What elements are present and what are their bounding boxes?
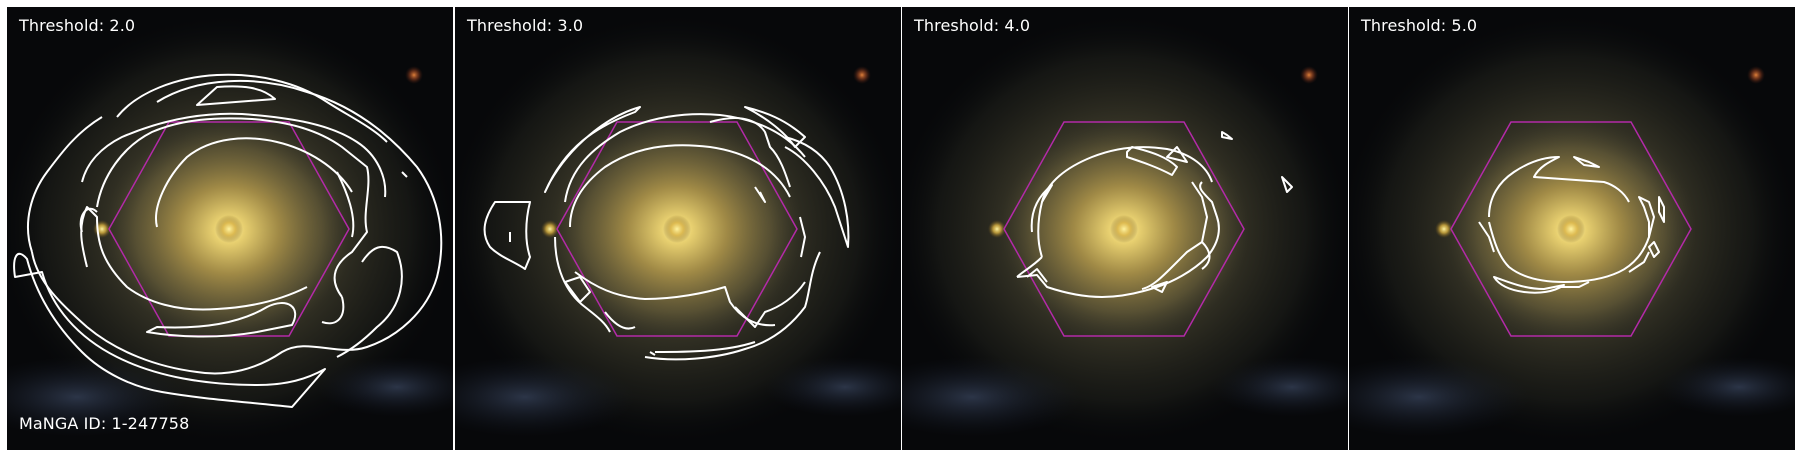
- panel-threshold-3: Threshold: 3.0: [455, 7, 901, 450]
- hexagon-footprint: [108, 121, 350, 337]
- hexagon-footprint: [556, 121, 798, 337]
- contour-lines: [1478, 156, 1665, 294]
- threshold-label: Threshold: 5.0: [1361, 16, 1478, 35]
- threshold-label: Threshold: 4.0: [914, 16, 1031, 35]
- contour-lines: [1016, 131, 1293, 298]
- galaxy-image: [455, 7, 901, 450]
- panel-threshold-4: Threshold: 4.0: [902, 7, 1348, 450]
- panel-threshold-2: Threshold: 2.0 MaNGA ID: 1-247758: [7, 7, 453, 450]
- galaxy-image: [1349, 7, 1795, 450]
- contour-lines: [13, 73, 443, 408]
- galaxy-image: [7, 7, 453, 450]
- hexagon-footprint: [1003, 121, 1245, 337]
- contour-lines: [483, 106, 850, 361]
- hexagon-footprint: [1450, 121, 1692, 337]
- galaxy-image: [902, 7, 1348, 450]
- threshold-label: Threshold: 2.0: [19, 16, 136, 35]
- panel-threshold-5: Threshold: 5.0: [1349, 7, 1795, 450]
- threshold-label: Threshold: 3.0: [467, 16, 584, 35]
- manga-id-label: MaNGA ID: 1-247758: [19, 414, 190, 433]
